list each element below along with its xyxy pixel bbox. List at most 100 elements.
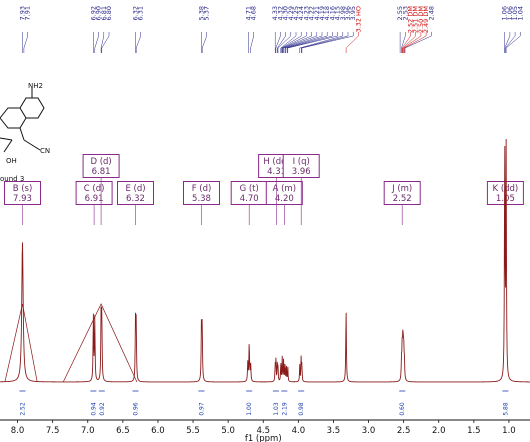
integral-value: 0.92 xyxy=(99,402,106,416)
multiplet-box: J (m)2.52 xyxy=(383,181,421,205)
peak-shift-label: 4.16 xyxy=(328,6,336,20)
x-tick-label: 2.5 xyxy=(397,426,411,436)
x-tick-label: 3.5 xyxy=(327,426,341,436)
integral-value: 0.96 xyxy=(133,402,140,416)
x-tick-label: 3.0 xyxy=(362,426,376,436)
peak-shift-label: 4.29 xyxy=(287,6,295,20)
multiplet-box: I (q)3.96 xyxy=(282,154,320,178)
multiplet-shift: 4.70 xyxy=(240,194,259,204)
integral-value: 5.88 xyxy=(502,402,509,416)
peak-shift-label: 3.95 xyxy=(349,6,357,20)
peak-shift-label: 3.98 xyxy=(339,6,347,20)
peak-label-connector xyxy=(281,32,307,53)
compound-caption: ound 3 xyxy=(0,175,24,183)
peak-label-connector xyxy=(287,32,338,53)
peak-label-connector xyxy=(504,32,511,53)
peak-shift-label: 5.37 xyxy=(203,6,211,20)
integral-value: 2.52 xyxy=(20,402,27,416)
peak-shift-label: 4.15 xyxy=(334,6,342,20)
peak-shift-label: 4.25 xyxy=(292,6,300,20)
multiplet-fan xyxy=(62,303,138,383)
peak-label-connector xyxy=(277,32,286,53)
peak-label-connector xyxy=(101,32,110,53)
peak-label-connector xyxy=(301,32,354,53)
multiplet-shift: 4.31 xyxy=(267,167,286,177)
multiplet-trace-lines xyxy=(4,177,506,383)
peak-shift-label: 1.06 xyxy=(501,6,509,20)
peak-shift-label: 7.91 xyxy=(24,6,32,20)
x-tick-label: 4.5 xyxy=(256,426,270,436)
integral-group: 2.52 0.94 0.92 0.96 0.97 1.00 1.03 2.19 0.98 0.60… xyxy=(19,390,509,416)
multiplet-label: D (d) xyxy=(90,157,111,167)
peak-label-group: 7.937.91 6.926.906.816.80 6.326.31 5.385.37… xyxy=(19,6,525,33)
peak-shift-label: 2.48 xyxy=(427,6,435,20)
multiplet-shift: 2.52 xyxy=(393,194,412,204)
peak-shift-label: 6.81 xyxy=(100,6,108,20)
peak-shift-label: 4.23 xyxy=(302,6,310,20)
peak-shift-label: 4.68 xyxy=(250,6,258,20)
peak-shift-label: 4.22 xyxy=(308,6,316,20)
peak-shift-label: 3.32 HO xyxy=(354,6,362,33)
peak-label-connector xyxy=(286,32,333,53)
peak-label-connector xyxy=(250,32,254,53)
multiplet-fan xyxy=(4,303,38,383)
peak-label-connector xyxy=(275,32,281,53)
multiplet-label: H (dd) xyxy=(263,157,290,167)
peak-shift-label: 2.50 DM xyxy=(417,6,425,33)
peak-label-connector xyxy=(281,32,302,53)
integral-value: 0.60 xyxy=(399,402,406,416)
peak-shift-label: 2.51 DM xyxy=(412,6,420,33)
multiplet-box: B (s)7.93 xyxy=(4,181,41,205)
peak-shift-label: 1.06 xyxy=(506,6,514,20)
peak-label-connector xyxy=(201,32,207,53)
nitrile-label: CN xyxy=(40,147,50,155)
multiplet-label: A (m) xyxy=(273,184,296,194)
multiplet-label: E (d) xyxy=(125,184,145,194)
peak-shift-label: 6.32 xyxy=(132,6,140,20)
peak-shift-label: 6.31 xyxy=(137,6,145,20)
peak-shift-label: 6.90 xyxy=(95,6,103,20)
peak-label-connector xyxy=(401,32,406,53)
peak-shift-label: 4.19 xyxy=(318,6,326,20)
peak-shift-label: 4.18 xyxy=(323,6,331,20)
peak-shift-label: 6.80 xyxy=(105,6,113,20)
x-tick-label: 5.0 xyxy=(221,426,235,436)
peak-label-connector xyxy=(404,32,427,53)
x-tick-label: 7.0 xyxy=(81,426,95,436)
peak-shift-label: 4.30 xyxy=(282,6,290,20)
multiplet-box-group: B (s)7.93 C (d)6.91 D (d)6.81 E (d)6.32 F (d… xyxy=(4,154,524,205)
spectrum-trace xyxy=(0,139,530,383)
multiplet-label: G (t) xyxy=(240,184,259,194)
peak-label-connector xyxy=(277,32,292,53)
peak-shift-label: 5.38 xyxy=(198,6,206,20)
multiplet-shift: 6.32 xyxy=(126,194,145,204)
multiplet-label: I (q) xyxy=(293,157,310,167)
multiplet-box: D (d)6.81 xyxy=(82,154,120,178)
multiplet-shift: 6.81 xyxy=(92,167,111,177)
peak-label-connector xyxy=(284,32,323,53)
molecule-structure: NH2 CN OH ound 3 xyxy=(0,82,50,183)
peak-label-connector xyxy=(402,32,416,53)
peak-label-connector xyxy=(505,32,521,53)
peak-label-connector xyxy=(282,32,312,53)
x-tick-label: 6.0 xyxy=(151,426,165,436)
peak-label-connectors xyxy=(22,32,521,53)
peak-label-connector xyxy=(283,32,318,53)
peak-shift-label: 2.49 DM xyxy=(422,6,430,33)
peak-shift-label: 4.71 xyxy=(245,6,253,20)
peak-label-connector xyxy=(280,32,297,53)
multiplet-box: F (d)5.38 xyxy=(183,181,220,205)
x-axis-ticks: 8.0 7.5 7.0 6.5 6.0 5.5 5.0 4.5 4.0 3.5 3.0 2.5 2.0 1… xyxy=(11,420,516,436)
multiplet-label: K (dd) xyxy=(493,184,519,194)
peak-label-connector xyxy=(299,32,344,53)
multiplet-shift: 3.96 xyxy=(292,167,311,177)
peak-shift-label: 3.96 xyxy=(344,6,352,20)
amine-label: NH2 xyxy=(28,82,43,90)
x-tick-label: 1.5 xyxy=(467,426,481,436)
integral-value: 1.03 xyxy=(273,402,280,416)
x-tick-label: 6.5 xyxy=(116,426,130,436)
x-tick-label: 4.0 xyxy=(292,426,306,436)
peak-label-connector xyxy=(403,32,422,53)
multiplet-shift: 6.91 xyxy=(85,194,104,204)
